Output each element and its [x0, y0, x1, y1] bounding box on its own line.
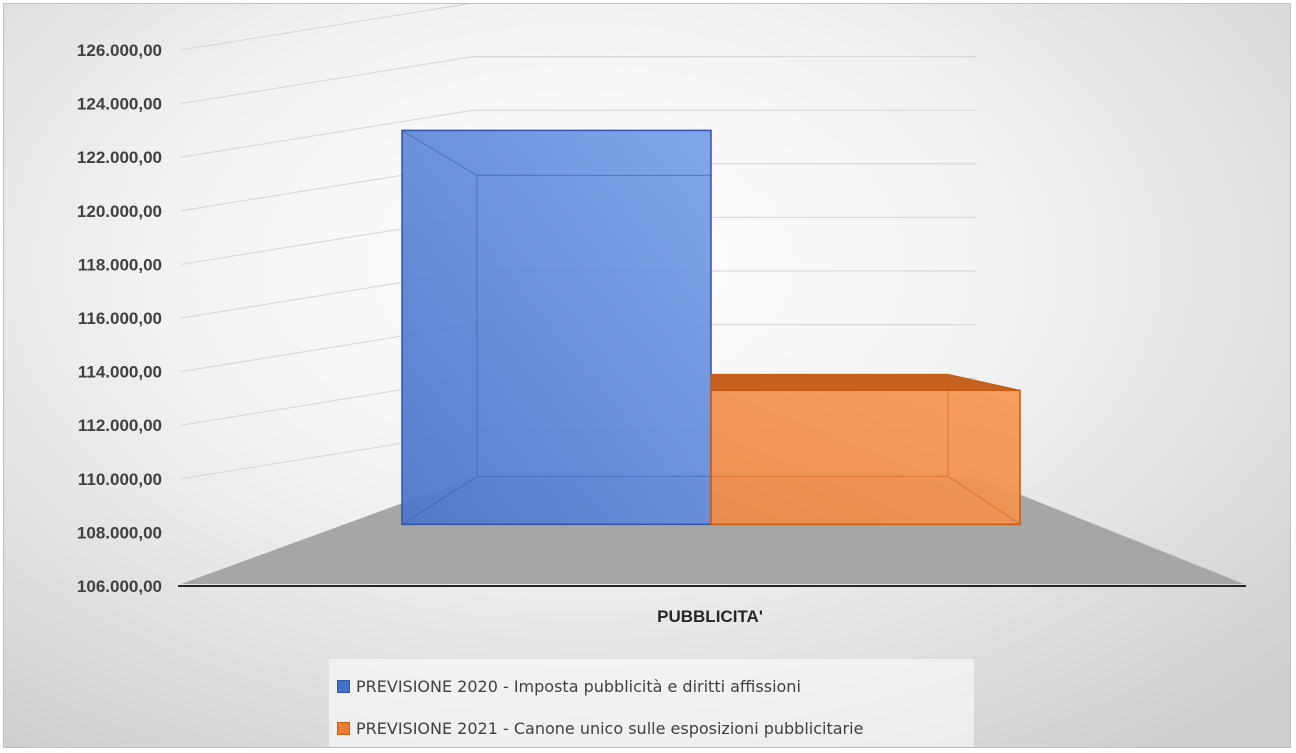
legend: PREVISIONE 2020 - Imposta pubblicità e d…: [329, 659, 974, 747]
gridline-side: [180, 56, 474, 105]
y-tick-label: 110.000,00: [78, 470, 162, 489]
y-tick-label: 112.000,00: [78, 416, 162, 435]
y-tick-label: 120.000,00: [77, 202, 162, 221]
bar-2021-top: [710, 373, 1021, 391]
bar-2020-front: [401, 129, 712, 526]
legend-label-2021: PREVISIONE 2021 - Canone unico sulle esp…: [356, 718, 864, 738]
legend-swatch-2020: [337, 679, 350, 693]
category-label: PUBBLICITA': [657, 607, 763, 626]
bar-2021-edge-bottom: [711, 475, 1021, 525]
y-tick-label: 124.000,00: [77, 95, 162, 114]
y-tick-label: 126.000,00: [77, 41, 162, 60]
legend-label-2020: PREVISIONE 2020 - Imposta pubblicità e d…: [356, 676, 801, 696]
bar-2020: [401, 129, 712, 526]
y-tick-label: 108.000,00: [77, 523, 162, 542]
bar-2021: [710, 373, 1021, 526]
y-tick-label: 118.000,00: [78, 255, 162, 274]
legend-item-2021: PREVISIONE 2021 - Canone unico sulle esp…: [337, 711, 974, 745]
y-tick-label: 122.000,00: [77, 148, 162, 167]
legend-swatch-2021: [337, 721, 350, 735]
gridline-side: [180, 4, 470, 51]
y-tick-label: 114.000,00: [78, 363, 162, 382]
chart-area: 106.000,00 108.000,00 110.000,00 112.000,00…: [3, 3, 1291, 748]
bar-2020-edge-bottom: [401, 475, 711, 525]
legend-item-2020: PREVISIONE 2020 - Imposta pubblicità e d…: [337, 669, 974, 703]
y-tick-label: 106.000,00: [77, 577, 162, 596]
y-tick-label: 116.000,00: [78, 309, 162, 328]
bar-2021-front: [710, 389, 1021, 526]
chart-plot: 106.000,00 108.000,00 110.000,00 112.000,00…: [77, 4, 1246, 626]
gridline-side: [180, 109, 474, 158]
